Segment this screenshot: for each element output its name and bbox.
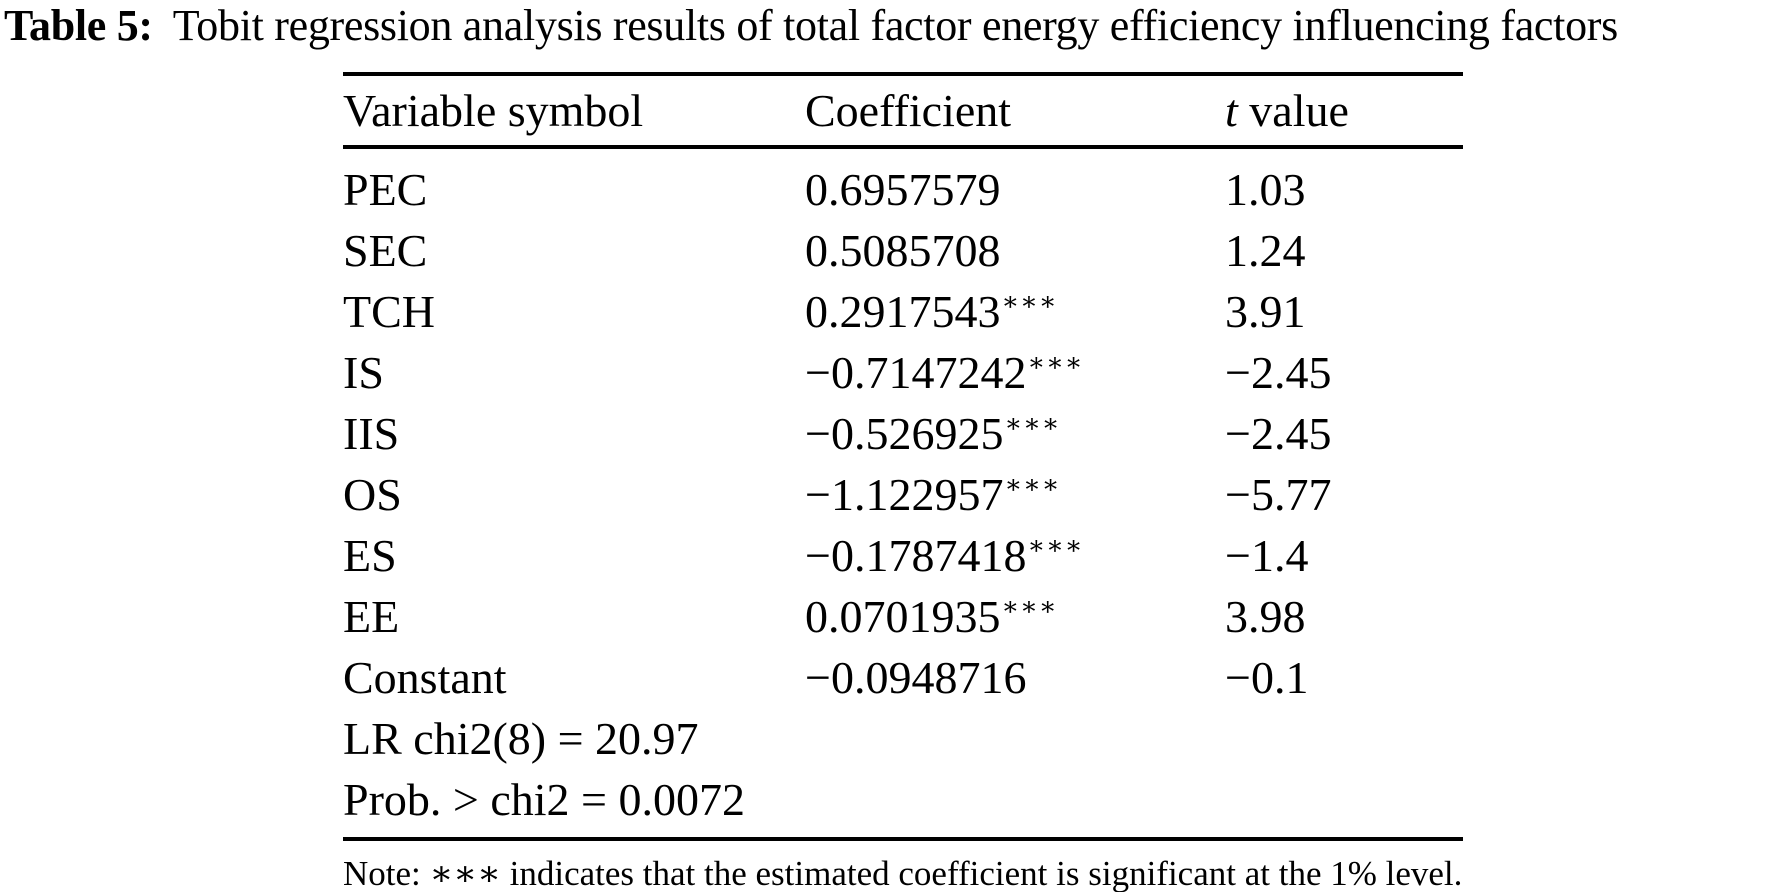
cell-variable: Constant: [343, 651, 507, 703]
cell-variable: SEC: [343, 224, 428, 276]
table-note: Note: ∗∗∗ indicates that the estimated c…: [343, 853, 1463, 892]
table-header-rule: [343, 145, 1463, 149]
cell-variable: OS: [343, 468, 402, 520]
cell-variable: ES: [343, 529, 397, 581]
significance-stars: ∗∗∗: [1004, 408, 1061, 438]
table-row: TCH 0.2917543∗∗∗ 3.91: [343, 281, 1463, 342]
table-row: ES −0.1787418∗∗∗ −1.4: [343, 525, 1463, 586]
cell-coefficient: 0.6957579: [805, 163, 1225, 216]
summary-text: Prob. > chi2 = 0.0072: [343, 773, 745, 825]
cell-coefficient: −0.526925∗∗∗: [805, 407, 1225, 460]
cell-coefficient: −1.122957∗∗∗: [805, 468, 1225, 521]
table-row: IS −0.7147242∗∗∗ −2.45: [343, 342, 1463, 403]
coefficient-value: −1.122957: [805, 468, 1004, 520]
table-row: SEC 0.5085708 1.24: [343, 220, 1463, 281]
coefficient-value: 0.5085708: [805, 224, 1001, 276]
table-row: OS −1.122957∗∗∗ −5.77: [343, 464, 1463, 525]
cell-coefficient: −0.1787418∗∗∗: [805, 529, 1225, 582]
table-row: Constant −0.0948716 −0.1: [343, 647, 1463, 708]
cell-coefficient: −0.0948716: [805, 651, 1225, 704]
significance-stars: ∗∗∗: [1027, 347, 1084, 377]
table-row: PEC 0.6957579 1.03: [343, 159, 1463, 220]
significance-stars: ∗∗∗: [1001, 591, 1058, 621]
table-caption: Table 5: Tobit regression analysis result…: [4, 0, 1618, 51]
significance-stars: ∗∗∗: [1004, 469, 1061, 499]
cell-variable: IIS: [343, 407, 400, 459]
cell-coefficient: −0.7147242∗∗∗: [805, 346, 1225, 399]
cell-t-value: −5.77: [1225, 468, 1332, 520]
header-t-value: t value: [1225, 84, 1463, 137]
table-body: PEC 0.6957579 1.03 SEC 0.5085708 1.24 TC…: [343, 149, 1463, 837]
header-coefficient: Coefficient: [805, 85, 1012, 136]
cell-t-value: 1.24: [1225, 224, 1306, 276]
coefficient-value: 0.6957579: [805, 163, 1001, 215]
coefficient-value: −0.526925: [805, 407, 1004, 459]
coefficient-value: −0.1787418: [805, 529, 1027, 581]
coefficient-value: 0.2917543: [805, 285, 1001, 337]
coefficient-value: 0.0701935: [805, 590, 1001, 642]
summary-text: LR chi2(8) = 20.97: [343, 712, 699, 764]
cell-t-value: 3.91: [1225, 285, 1306, 337]
cell-coefficient: 0.5085708: [805, 224, 1225, 277]
cell-variable: EE: [343, 590, 400, 642]
header-t-rest: value: [1237, 85, 1349, 136]
table-top-rule: [343, 72, 1463, 76]
significance-stars: ∗∗∗: [1001, 286, 1058, 316]
cell-variable: PEC: [343, 163, 428, 215]
cell-t-value: 1.03: [1225, 163, 1306, 215]
header-t-italic: t: [1225, 85, 1238, 136]
regression-table: Variable symbol Coefficient t value PEC …: [343, 72, 1463, 892]
table-header-row: Variable symbol Coefficient t value: [343, 76, 1463, 145]
cell-t-value: 3.98: [1225, 590, 1306, 642]
header-variable-symbol: Variable symbol: [343, 85, 644, 136]
table-summary-row: Prob. > chi2 = 0.0072: [343, 769, 1463, 830]
cell-t-value: −2.45: [1225, 407, 1332, 459]
table-bottom-rule: [343, 836, 1463, 841]
cell-t-value: −1.4: [1225, 529, 1309, 581]
table-caption-text: Tobit regression analysis results of tot…: [172, 1, 1618, 50]
coefficient-value: −0.0948716: [805, 651, 1027, 703]
table-summary-row: LR chi2(8) = 20.97: [343, 708, 1463, 769]
table-row: EE 0.0701935∗∗∗ 3.98: [343, 586, 1463, 647]
cell-t-value: −2.45: [1225, 346, 1332, 398]
coefficient-value: −0.7147242: [805, 346, 1027, 398]
cell-variable: IS: [343, 346, 384, 398]
cell-coefficient: 0.0701935∗∗∗: [805, 590, 1225, 643]
cell-t-value: −0.1: [1225, 651, 1309, 703]
cell-coefficient: 0.2917543∗∗∗: [805, 285, 1225, 338]
table-row: IIS −0.526925∗∗∗ −2.45: [343, 403, 1463, 464]
cell-variable: TCH: [343, 285, 435, 337]
significance-stars: ∗∗∗: [1027, 530, 1084, 560]
table-caption-label: Table 5:: [4, 1, 153, 50]
